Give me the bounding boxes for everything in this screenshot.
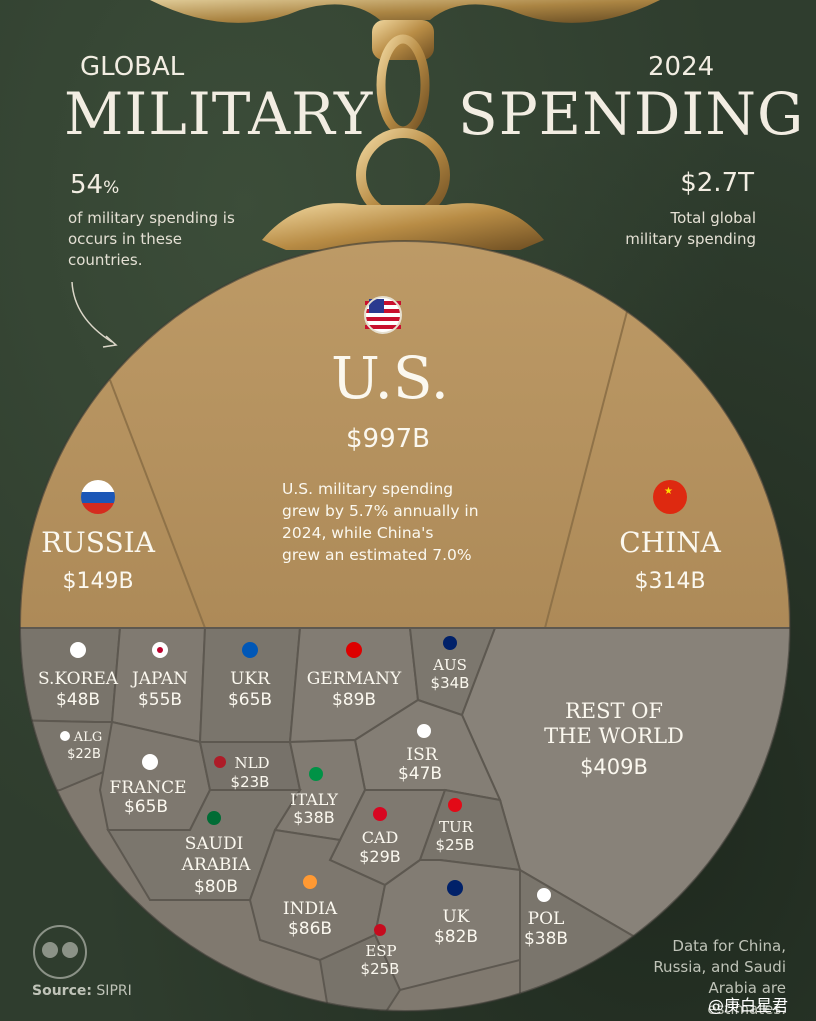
us-label: U.S. (331, 344, 449, 412)
total-value: $2.7T (680, 168, 754, 198)
uk-label: UK (442, 907, 469, 927)
skorea-label: S.KOREA (38, 669, 119, 689)
italy-flag-icon (309, 767, 323, 781)
total-note-line-2: military spending (625, 230, 756, 248)
skorea-value: $48B (56, 690, 100, 710)
title-military: MILITARY (64, 80, 374, 148)
alg-value: $22B (67, 747, 101, 762)
title-year: 2024 (648, 52, 715, 82)
esp-value: $25B (361, 960, 400, 978)
row-label-line-1: REST OF (565, 699, 663, 723)
alg-flag-icon (60, 731, 70, 741)
isr-value: $47B (398, 764, 442, 784)
us-note-line-1: U.S. military spending (282, 480, 453, 498)
cad-label: CAD (362, 828, 399, 847)
saudi-label-line-2: ARABIA (181, 855, 252, 875)
germany-flag-icon (346, 642, 362, 658)
alg-label: ALG (73, 730, 102, 745)
title-global: GLOBAL (80, 52, 185, 82)
japan-value: $55B (138, 690, 182, 710)
tur-label: TUR (439, 818, 474, 836)
footnote: Data for China, Russia, and Saudi Arabia… (653, 937, 786, 1018)
uk-flag-icon (447, 880, 463, 896)
isr-flag-icon (417, 724, 431, 738)
aus-flag-icon (443, 636, 457, 650)
italy-label: ITALY (290, 790, 338, 809)
ukr-label: UKR (230, 669, 271, 689)
poland-flag-icon (537, 888, 551, 902)
china-value: $314B (634, 569, 705, 594)
japan-label: JAPAN (130, 669, 188, 689)
italy-value: $38B (293, 808, 335, 827)
pol-value: $38B (524, 929, 568, 949)
total-note: Total global military spending (625, 208, 756, 250)
source-label: Source: (32, 983, 92, 999)
curved-arrow-icon (71, 281, 113, 343)
isr-label: ISR (406, 745, 438, 765)
china-flag-icon: ★ (653, 480, 687, 514)
us-flag-icon (364, 296, 402, 334)
svg-text:★: ★ (664, 486, 673, 497)
aus-value: $34B (431, 674, 470, 692)
uk-value: $82B (434, 927, 478, 947)
row-value: $409B (580, 755, 648, 779)
france-label: FRANCE (109, 778, 186, 798)
nld-label: NLD (234, 754, 269, 772)
india-label: INDIA (283, 899, 338, 919)
russia-value: $149B (62, 569, 133, 594)
title-spending: SPENDING (458, 80, 805, 148)
china-label: CHINA (619, 526, 721, 559)
watermark: @庚白星君 (707, 996, 788, 1015)
turkey-flag-icon (448, 798, 462, 812)
total-note-line-1: Total global (670, 209, 756, 227)
russia-label: RUSSIA (41, 526, 156, 559)
us-note-line-3: 2024, while China's (282, 524, 434, 542)
share-unit: % (103, 178, 120, 198)
france-flag-icon (142, 754, 158, 770)
germany-label: GERMANY (307, 669, 402, 689)
saudi-value: $80B (194, 877, 238, 897)
source-value: SIPRI (96, 983, 132, 999)
source: Source: SIPRI (32, 983, 132, 999)
aus-label: AUS (432, 656, 467, 674)
saudi-label-line-1: SAUDI (185, 834, 244, 854)
spain-flag-icon (374, 924, 386, 936)
logo-icon (33, 925, 87, 979)
ukr-value: $65B (228, 690, 272, 710)
us-value: $997B (346, 424, 430, 454)
share-callout: 54% (70, 170, 119, 200)
share-note: of military spending is occurs in these … (68, 209, 235, 269)
russia-flag-icon (81, 480, 115, 514)
india-value: $86B (288, 919, 332, 939)
canada-flag-icon (373, 807, 387, 821)
us-note-line-4: grew an estimated 7.0% (282, 546, 472, 564)
india-flag-icon (303, 875, 317, 889)
france-value: $65B (124, 797, 168, 817)
us-note-line-2: grew by 5.7% annually in (282, 502, 479, 520)
row-label-line-2: THE WORLD (544, 724, 684, 748)
pol-label: POL (528, 909, 565, 929)
nld-flag-icon (214, 756, 226, 768)
nld-value: $23B (231, 773, 270, 791)
esp-label: ESP (365, 942, 396, 960)
skorea-flag-icon (70, 642, 86, 658)
cad-value: $29B (359, 847, 401, 866)
share-value: 54 (70, 170, 104, 200)
us-note: U.S. military spending grew by 5.7% annu… (282, 480, 479, 564)
bottom-labels: S.KOREA $48B JAPAN $55B UKR $65B GERMANY… (38, 636, 684, 978)
tur-value: $25B (436, 836, 475, 854)
germany-value: $89B (332, 690, 376, 710)
saudi-flag-icon (207, 811, 221, 825)
ukraine-flag-icon (242, 642, 258, 658)
medal-hanger (150, 0, 660, 250)
